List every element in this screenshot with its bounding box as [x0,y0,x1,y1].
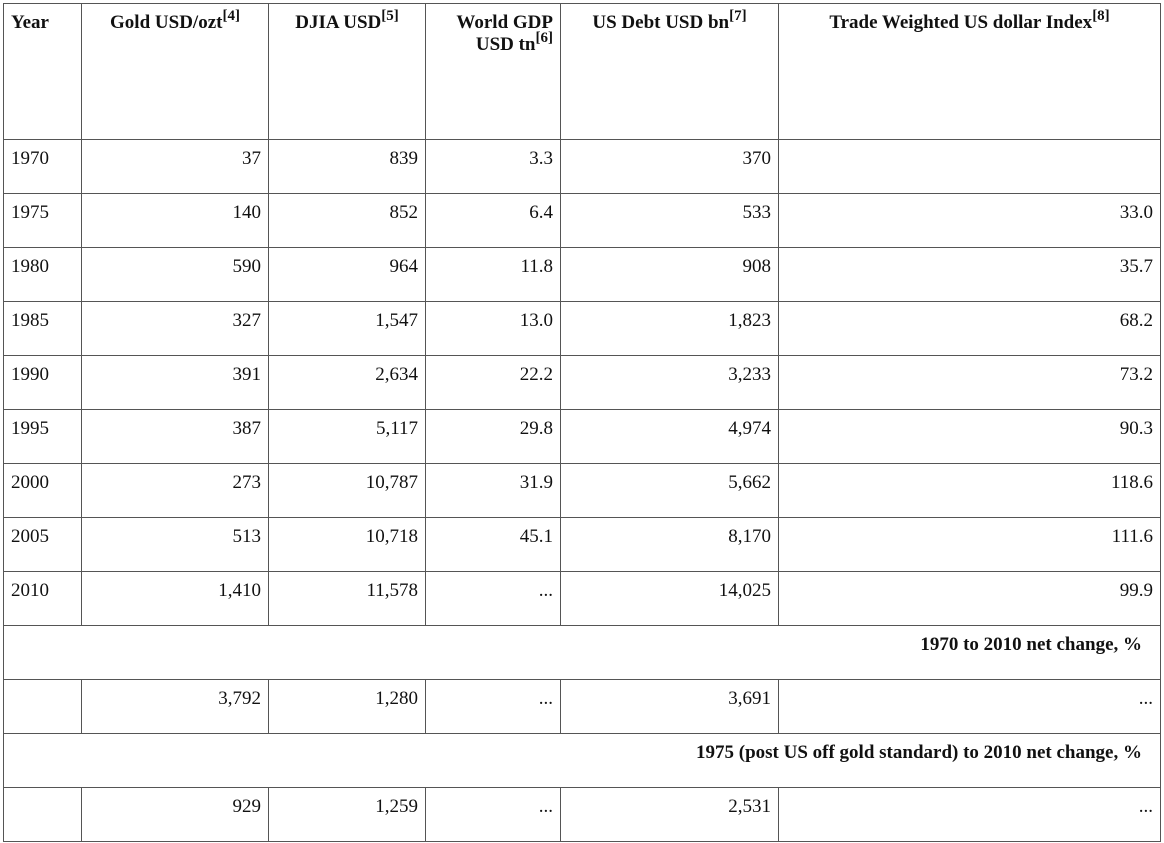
cell-world-gdp: 29.8 [425,409,561,464]
cell-djia: 5,117 [268,409,426,464]
table-row: 2000 273 10,787 31.9 5,662 118.6 [3,463,1161,518]
table-row: 1990 391 2,634 22.2 3,233 73.2 [3,355,1161,410]
cell-us-debt: 5,662 [560,463,779,518]
table-row: 1995 387 5,117 29.8 4,974 90.3 [3,409,1161,464]
cell-world-gdp: 31.9 [425,463,561,518]
cell-gold: 391 [81,355,269,410]
cell-year: 2005 [3,517,82,572]
cell-year: 2000 [3,463,82,518]
cell-us-debt: 1,823 [560,301,779,356]
cell-us-debt: 14,025 [560,571,779,626]
cell-world-gdp: 3.3 [425,139,561,194]
cell-djia: 1,280 [268,679,426,734]
cell-world-gdp: ... [425,679,561,734]
cell-year: 1995 [3,409,82,464]
cell-year: 1985 [3,301,82,356]
cell-gold: 3,792 [81,679,269,734]
cell-us-debt: 3,691 [560,679,779,734]
cell-djia: 852 [268,193,426,248]
cell-djia: 10,787 [268,463,426,518]
cell-djia: 964 [268,247,426,302]
header-world-gdp: World GDP USD tn[6] [425,3,561,140]
cell-trade-index: 73.2 [778,355,1161,410]
cell-world-gdp: 13.0 [425,301,561,356]
cell-djia: 1,259 [268,787,426,842]
cell-trade-index: ... [778,787,1161,842]
cell-trade-index: 90.3 [778,409,1161,464]
cell-djia: 11,578 [268,571,426,626]
summary-heading-row: 1970 to 2010 net change, % [3,625,1161,680]
summary-row: 3,792 1,280 ... 3,691 ... [3,679,1161,734]
cell-year: 1990 [3,355,82,410]
cell-year [3,679,82,734]
cell-us-debt: 4,974 [560,409,779,464]
cell-us-debt: 908 [560,247,779,302]
cell-gold: 387 [81,409,269,464]
cell-gold: 1,410 [81,571,269,626]
cell-djia: 2,634 [268,355,426,410]
cell-world-gdp: 6.4 [425,193,561,248]
cell-us-debt: 2,531 [560,787,779,842]
summary-heading-1970-2010: 1970 to 2010 net change, % [3,625,1161,680]
cell-gold: 327 [81,301,269,356]
cell-year: 1975 [3,193,82,248]
cell-gold: 590 [81,247,269,302]
cell-trade-index: ... [778,679,1161,734]
cell-gold: 140 [81,193,269,248]
header-trade-weighted-index: Trade Weighted US dollar Index[8] [778,3,1161,140]
cell-us-debt: 8,170 [560,517,779,572]
table-row: 1985 327 1,547 13.0 1,823 68.2 [3,301,1161,356]
cell-us-debt: 370 [560,139,779,194]
cell-world-gdp: ... [425,571,561,626]
summary-heading-1975-2010: 1975 (post US off gold standard) to 2010… [3,733,1161,788]
cell-trade-index: 111.6 [778,517,1161,572]
cell-trade-index [778,139,1161,194]
cell-gold: 273 [81,463,269,518]
table-row: 2005 513 10,718 45.1 8,170 111.6 [3,517,1161,572]
cell-world-gdp: ... [425,787,561,842]
cell-djia: 839 [268,139,426,194]
cell-trade-index: 68.2 [778,301,1161,356]
header-us-debt: US Debt USD bn[7] [560,3,779,140]
header-djia: DJIA USD[5] [268,3,426,140]
cell-gold: 513 [81,517,269,572]
cell-djia: 10,718 [268,517,426,572]
data-table: Year Gold USD/ozt[4] DJIA USD[5] World G… [3,3,1161,842]
table-row: 1980 590 964 11.8 908 35.7 [3,247,1161,302]
cell-gold: 929 [81,787,269,842]
summary-heading-row: 1975 (post US off gold standard) to 2010… [3,733,1161,788]
cell-djia: 1,547 [268,301,426,356]
cell-world-gdp: 45.1 [425,517,561,572]
cell-year: 1970 [3,139,82,194]
cell-world-gdp: 11.8 [425,247,561,302]
table-row: 1970 37 839 3.3 370 [3,139,1161,194]
cell-world-gdp: 22.2 [425,355,561,410]
cell-trade-index: 99.9 [778,571,1161,626]
cell-us-debt: 3,233 [560,355,779,410]
cell-trade-index: 35.7 [778,247,1161,302]
table-row: 1975 140 852 6.4 533 33.0 [3,193,1161,248]
header-gold: Gold USD/ozt[4] [81,3,269,140]
cell-us-debt: 533 [560,193,779,248]
cell-trade-index: 118.6 [778,463,1161,518]
summary-row: 929 1,259 ... 2,531 ... [3,787,1161,842]
cell-gold: 37 [81,139,269,194]
cell-year: 2010 [3,571,82,626]
header-row: Year Gold USD/ozt[4] DJIA USD[5] World G… [3,3,1161,140]
cell-year [3,787,82,842]
cell-year: 1980 [3,247,82,302]
table-row: 2010 1,410 11,578 ... 14,025 99.9 [3,571,1161,626]
cell-trade-index: 33.0 [778,193,1161,248]
header-year: Year [3,3,82,140]
